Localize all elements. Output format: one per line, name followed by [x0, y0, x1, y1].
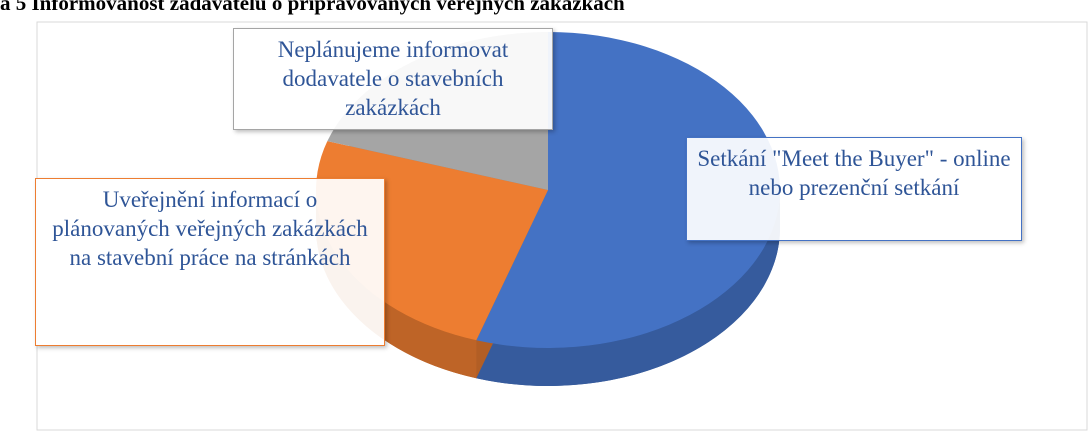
chart-title: a 5 Informovanost zadavatelů o připravov…	[0, 0, 625, 15]
slice-side	[316, 190, 477, 379]
slice-label: Neplánujeme informovat dodavatele o stav…	[233, 28, 553, 130]
slice-side	[476, 190, 781, 387]
slice-label: Setkání "Meet the Buyer" - online nebo p…	[686, 137, 1022, 241]
slice-label: Uveřejnění informací o plánovaných veřej…	[35, 178, 385, 346]
